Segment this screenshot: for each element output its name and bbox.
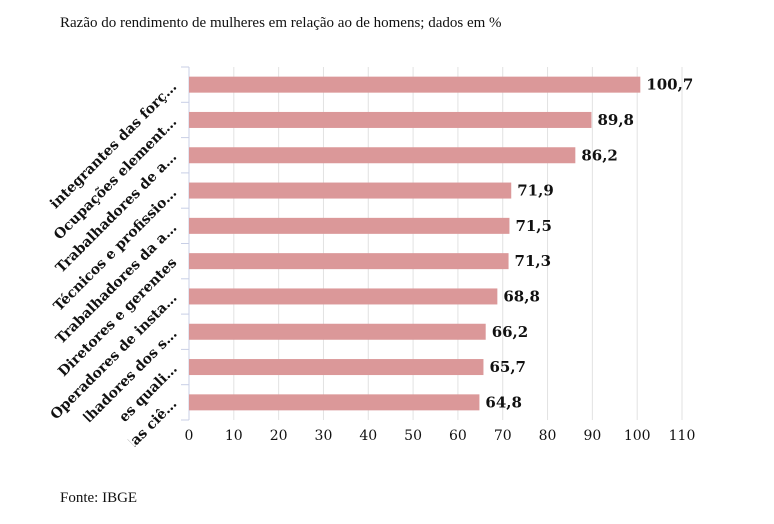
data-label: 71,9 [517,182,554,200]
bar [189,217,510,234]
data-label: 64,8 [485,393,522,411]
bar [189,288,498,305]
data-label: 71,3 [515,252,552,270]
x-tick-label: 50 [404,428,422,444]
x-tick-label: 10 [225,428,243,444]
x-tick-label: 100 [624,428,651,444]
bar [189,359,484,376]
chart-title: Razão do rendimento de mulheres em relaç… [60,15,502,31]
bar [189,111,592,128]
x-tick-label: 110 [669,428,696,444]
bar [189,394,480,411]
x-tick-label: 60 [449,428,467,444]
x-tick-label: 90 [583,428,601,444]
bar [189,323,486,340]
x-tick-label: 30 [315,428,333,444]
data-label: 71,5 [515,217,552,235]
x-tick-label: 80 [539,428,557,444]
data-label: 66,2 [492,323,529,341]
data-label: 100,7 [646,76,693,94]
data-label: 89,8 [597,111,634,129]
x-tick-label: 70 [494,428,512,444]
data-label: 86,2 [581,146,618,164]
data-label: 68,8 [503,287,540,305]
source-note: Fonte: IBGE [60,490,138,506]
bar [189,253,509,270]
bar [189,147,576,164]
x-tick-label: 0 [185,428,194,444]
data-label: 65,7 [489,358,526,376]
bar [189,182,512,199]
x-tick-label: 40 [359,428,377,444]
x-tick-label: 20 [270,428,288,444]
bar [189,76,641,93]
